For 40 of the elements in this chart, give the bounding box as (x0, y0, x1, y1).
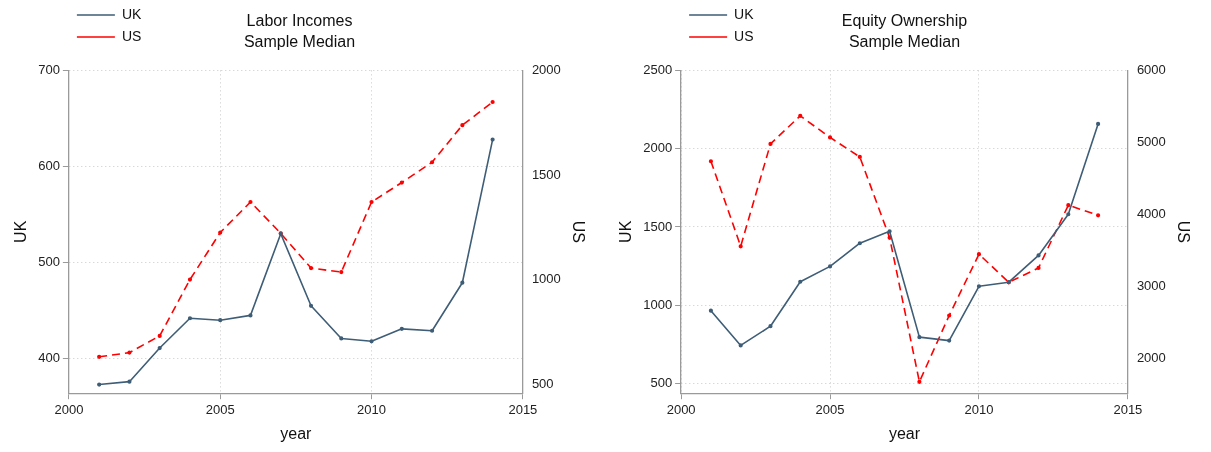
y-tick-label: 500 (38, 254, 60, 270)
x-tick-label: 2000 (54, 401, 84, 417)
y-tick-label: 2000 (643, 140, 673, 156)
x-axis-title: year (280, 424, 313, 442)
legend-label: UK (734, 5, 755, 22)
y2-tick-label: 2000 (531, 61, 561, 77)
legend-label: US (734, 27, 754, 44)
y-tick-label: 1500 (643, 218, 673, 234)
y-tick-label: 700 (38, 61, 60, 77)
x-tick-label: 2005 (815, 401, 845, 417)
x-tick-label: 2000 (666, 401, 696, 417)
y-tick-label: 1000 (643, 296, 673, 312)
y2-axis-title: US (1174, 220, 1192, 243)
chart-subtitle: Sample Median (848, 33, 961, 51)
y-tick-label: 600 (38, 158, 60, 174)
y-axis-title: UK (12, 220, 30, 243)
x-tick-label: 2015 (508, 401, 538, 417)
x-tick-label: 2010 (964, 401, 994, 417)
y-tick-label: 400 (38, 350, 60, 366)
legend-label: UK (121, 5, 142, 22)
x-tick-label: 2015 (1113, 401, 1143, 417)
y2-tick-label: 500 (531, 375, 554, 391)
y2-tick-label: 2000 (1136, 350, 1166, 366)
y2-tick-label: 6000 (1136, 61, 1166, 77)
y-axis-title: UK (617, 220, 635, 243)
legend-label: US (121, 27, 142, 44)
y2-tick-label: 1500 (531, 166, 561, 182)
y2-tick-label: 5000 (1136, 134, 1166, 150)
y2-tick-label: 4000 (1136, 206, 1166, 222)
y-tick-label: 500 (650, 375, 673, 391)
x-tick-label: 2005 (205, 401, 235, 417)
x-axis-title: year (888, 424, 921, 442)
y2-axis-title: US (569, 220, 587, 243)
x-tick-label: 2010 (357, 401, 387, 417)
y2-tick-label: 3000 (1136, 278, 1166, 294)
chart-subtitle: Sample Median (243, 33, 356, 51)
y-tick-label: 2500 (643, 61, 673, 77)
chart-title: Labor Incomes (246, 12, 353, 30)
chart-title: Equity Ownership (841, 12, 968, 30)
y2-tick-label: 1000 (531, 271, 561, 287)
